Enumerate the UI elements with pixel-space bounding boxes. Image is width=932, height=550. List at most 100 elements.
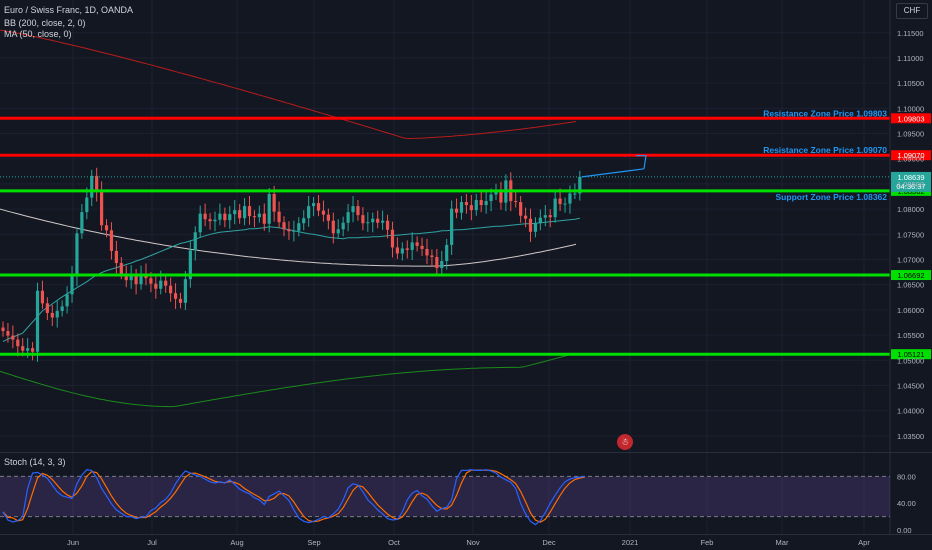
y-tick-label: 1.07000 <box>897 256 924 265</box>
candle-body <box>558 198 562 205</box>
candle-body <box>154 283 158 289</box>
candle-body <box>390 229 395 248</box>
stoch-band <box>0 476 890 517</box>
candle-body <box>134 275 138 285</box>
candle-body <box>119 263 123 274</box>
price-axis[interactable]: 1.11500 1.11000 1.10500 1.10000 1.09500 1.090… <box>0 0 932 534</box>
candle-body <box>371 218 375 223</box>
candle-body <box>573 193 577 195</box>
candle-body <box>193 232 197 251</box>
y-tick-label: 1.10000 <box>897 104 924 113</box>
projection-arrow-head <box>636 155 647 169</box>
candle-body <box>129 275 133 281</box>
candle-body <box>395 247 399 254</box>
y-tick-label: 1.07500 <box>897 230 924 239</box>
indicator-bb-label[interactable]: BB (200, close, 2, 0) <box>4 18 86 28</box>
y-tick-label: 1.06500 <box>897 281 924 290</box>
x-tick-label: 2021 <box>622 538 639 547</box>
candle-body <box>26 348 30 351</box>
candle-body <box>188 250 192 280</box>
candle-body <box>178 298 183 303</box>
candle-body <box>548 215 552 218</box>
candle-body <box>287 229 291 232</box>
candle-body <box>164 280 168 286</box>
candle-body <box>316 203 321 211</box>
candle-body <box>454 208 459 213</box>
candle-body <box>331 220 335 234</box>
candle-body <box>474 200 478 211</box>
y-tick-label: 1.09000 <box>897 155 924 164</box>
candle-body <box>233 210 237 215</box>
candle-body <box>381 220 385 223</box>
candle-body <box>65 294 69 307</box>
x-tick-label: Feb <box>701 538 714 547</box>
candle-body <box>149 278 153 284</box>
y-tick-label: 1.04000 <box>897 407 924 416</box>
time-axis[interactable]: Jun Jul Aug Sep Oct Nov Dec 2021 Feb Mar Apr <box>0 534 932 548</box>
candle-body <box>35 290 40 352</box>
stoch-pane: 80.00 40.00 0.00 <box>0 469 916 535</box>
candle-body <box>257 213 261 218</box>
candle-body <box>45 303 49 313</box>
candle-body <box>262 213 266 224</box>
candle-body <box>203 213 207 220</box>
currency-button[interactable]: CHF <box>896 3 928 19</box>
symbol-title[interactable]: Euro / Swiss Franc, 1D, OANDA <box>4 5 134 15</box>
candle-body <box>169 285 173 294</box>
projection-arrow <box>581 168 645 178</box>
y-tick-label: 1.10500 <box>897 79 924 88</box>
candle-body <box>311 203 316 207</box>
candle-body <box>435 256 439 269</box>
candle-body <box>40 290 45 304</box>
y-tick-label: 1.05000 <box>897 356 924 365</box>
candle-body <box>307 206 311 219</box>
x-tick-label: Jun <box>67 538 79 547</box>
bb-upper-line <box>0 29 577 139</box>
candle-body <box>75 233 79 277</box>
y-tick-label: 1.09500 <box>897 130 924 139</box>
x-tick-label: Sep <box>307 538 320 547</box>
bb-lower-line <box>0 352 577 408</box>
stoch-tick-label: 80.00 <box>897 472 916 481</box>
candle-body <box>376 218 380 223</box>
candle-body <box>336 229 340 234</box>
candle-body <box>223 213 227 221</box>
x-tick-label: Oct <box>388 538 401 547</box>
level-price-tag <box>891 150 931 161</box>
candle-body <box>213 219 217 222</box>
candle-body <box>228 214 232 221</box>
candle-body <box>277 211 281 223</box>
x-tick-label: Jul <box>147 538 157 547</box>
logo-icon: ☃ <box>617 434 633 450</box>
y-tick-label: 1.06000 <box>897 306 924 315</box>
candle-body <box>450 208 454 245</box>
candle-body <box>420 245 424 249</box>
candle-body <box>499 191 503 203</box>
candle-body <box>351 206 355 213</box>
x-tick-label: Aug <box>230 538 243 547</box>
x-tick-label: Apr <box>858 538 870 547</box>
candle-body <box>346 212 350 223</box>
candle-body <box>272 194 276 212</box>
candle-body <box>523 215 528 219</box>
candle-body <box>55 310 59 318</box>
stoch-tick-label: 0.00 <box>897 526 912 535</box>
candle-body <box>247 206 252 217</box>
level-annotation: Support Zone Price 1.08362 <box>776 192 888 202</box>
candle-body <box>70 276 74 295</box>
candle-body <box>361 215 365 224</box>
level-annotation: Resistance Zone Price 1.09803 <box>763 108 887 118</box>
stoch-label[interactable]: Stoch (14, 3, 3) <box>4 457 66 467</box>
y-tick-label: 1.04500 <box>897 381 924 390</box>
x-tick-label: Dec <box>542 538 556 547</box>
stoch-tick-label: 40.00 <box>897 499 916 508</box>
candle-body <box>267 194 271 224</box>
candle-body <box>85 197 89 213</box>
candle-body <box>430 255 434 257</box>
y-tick-label: 1.08500 <box>897 180 924 189</box>
candle-body <box>109 230 114 251</box>
candle-body <box>440 261 444 269</box>
indicator-ma-label[interactable]: MA (50, close, 0) <box>4 29 72 39</box>
level-price-tag <box>891 113 931 124</box>
